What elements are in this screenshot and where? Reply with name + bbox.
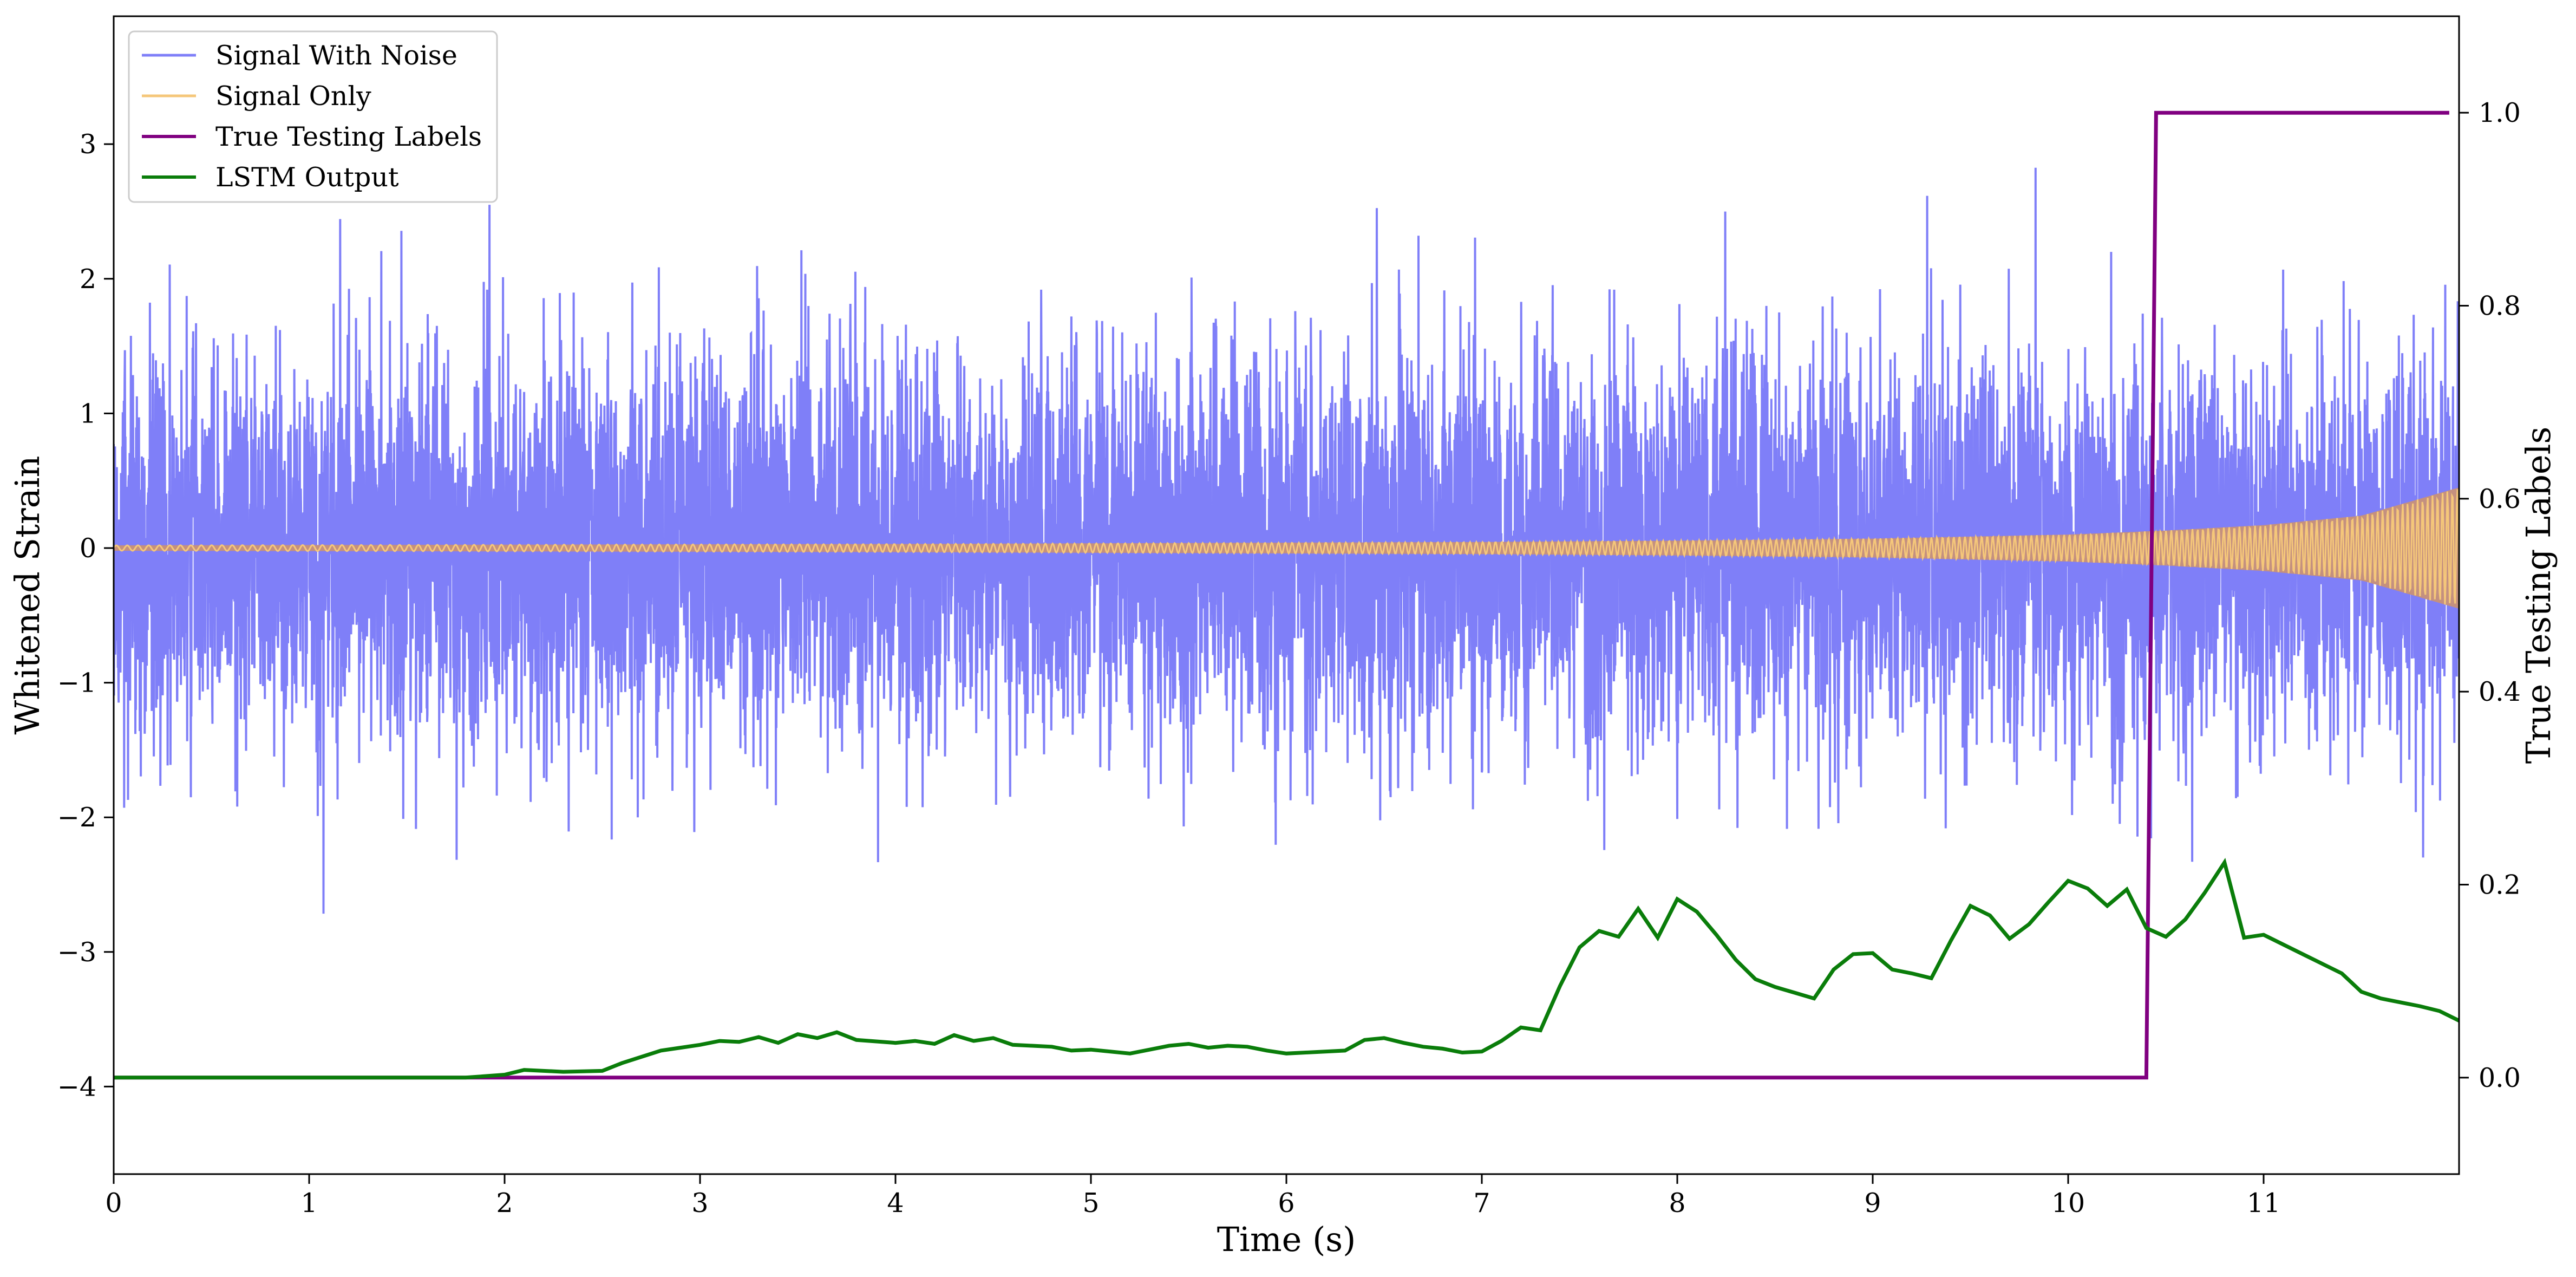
legend-label-signal-with-noise: Signal With Noise	[215, 40, 457, 71]
x-tick-label: 9	[1864, 1188, 1881, 1219]
y2-tick-label: 0.8	[2479, 291, 2521, 322]
legend: Signal With Noise Signal Only True Testi…	[128, 30, 498, 203]
x-tick-label: 8	[1669, 1188, 1685, 1219]
x-tick-label: 3	[691, 1188, 708, 1219]
x-tick-label: 7	[1473, 1188, 1490, 1219]
y-axis-right: 0.0 0.2 0.4 0.6 0.8 1.0	[2459, 97, 2521, 1093]
y2-tick-label: 1.0	[2479, 97, 2521, 128]
series-true-testing-labels-line	[114, 110, 2449, 1080]
y-tick-label: −1	[57, 668, 96, 699]
y-tick-label: −2	[57, 802, 96, 833]
y-tick-label: 0	[80, 533, 96, 564]
x-tick-label: 6	[1278, 1188, 1294, 1219]
y2-tick-label: 0.6	[2479, 484, 2521, 514]
legend-label-true-testing-labels: True Testing Labels	[215, 121, 482, 152]
legend-box	[128, 30, 498, 203]
series-signal-with-noise-line	[114, 167, 2459, 914]
y2-tick-label: 0.0	[2479, 1063, 2521, 1093]
x-tick-label: 0	[105, 1188, 122, 1219]
x-tick-label: 1	[300, 1188, 317, 1219]
y-tick-label: 3	[80, 129, 96, 160]
x-axis: 0 1 2 3 4 5 6 7 8 9 10 11	[105, 1174, 2280, 1219]
x-tick-label: 11	[2247, 1188, 2280, 1219]
y-axis-label: Whitened Strain	[8, 456, 47, 735]
y-tick-label: 1	[80, 398, 96, 429]
legend-label-lstm-output: LSTM Output	[215, 162, 399, 193]
x-tick-label: 5	[1082, 1188, 1099, 1219]
series-lstm-output-line	[114, 857, 2459, 1080]
plot-area	[114, 110, 2459, 1080]
series-signal-only-line	[114, 489, 2459, 605]
x-tick-label: 2	[496, 1188, 513, 1219]
x-axis-label: Time (s)	[1217, 1220, 1356, 1259]
x-tick-label: 4	[887, 1188, 904, 1219]
y-tick-label: 2	[80, 264, 96, 295]
y-tick-label: −4	[57, 1071, 96, 1102]
x-tick-label: 10	[2051, 1188, 2085, 1219]
y2-axis-label: True Testing Labels	[2519, 427, 2558, 764]
y2-tick-label: 0.2	[2479, 870, 2521, 901]
y-axis-left: −4 −3 −2 −1 0 1 2 3	[57, 129, 114, 1102]
legend-label-signal-only: Signal Only	[215, 81, 371, 112]
y-tick-label: −3	[57, 937, 96, 968]
y2-tick-label: 0.4	[2479, 676, 2521, 707]
